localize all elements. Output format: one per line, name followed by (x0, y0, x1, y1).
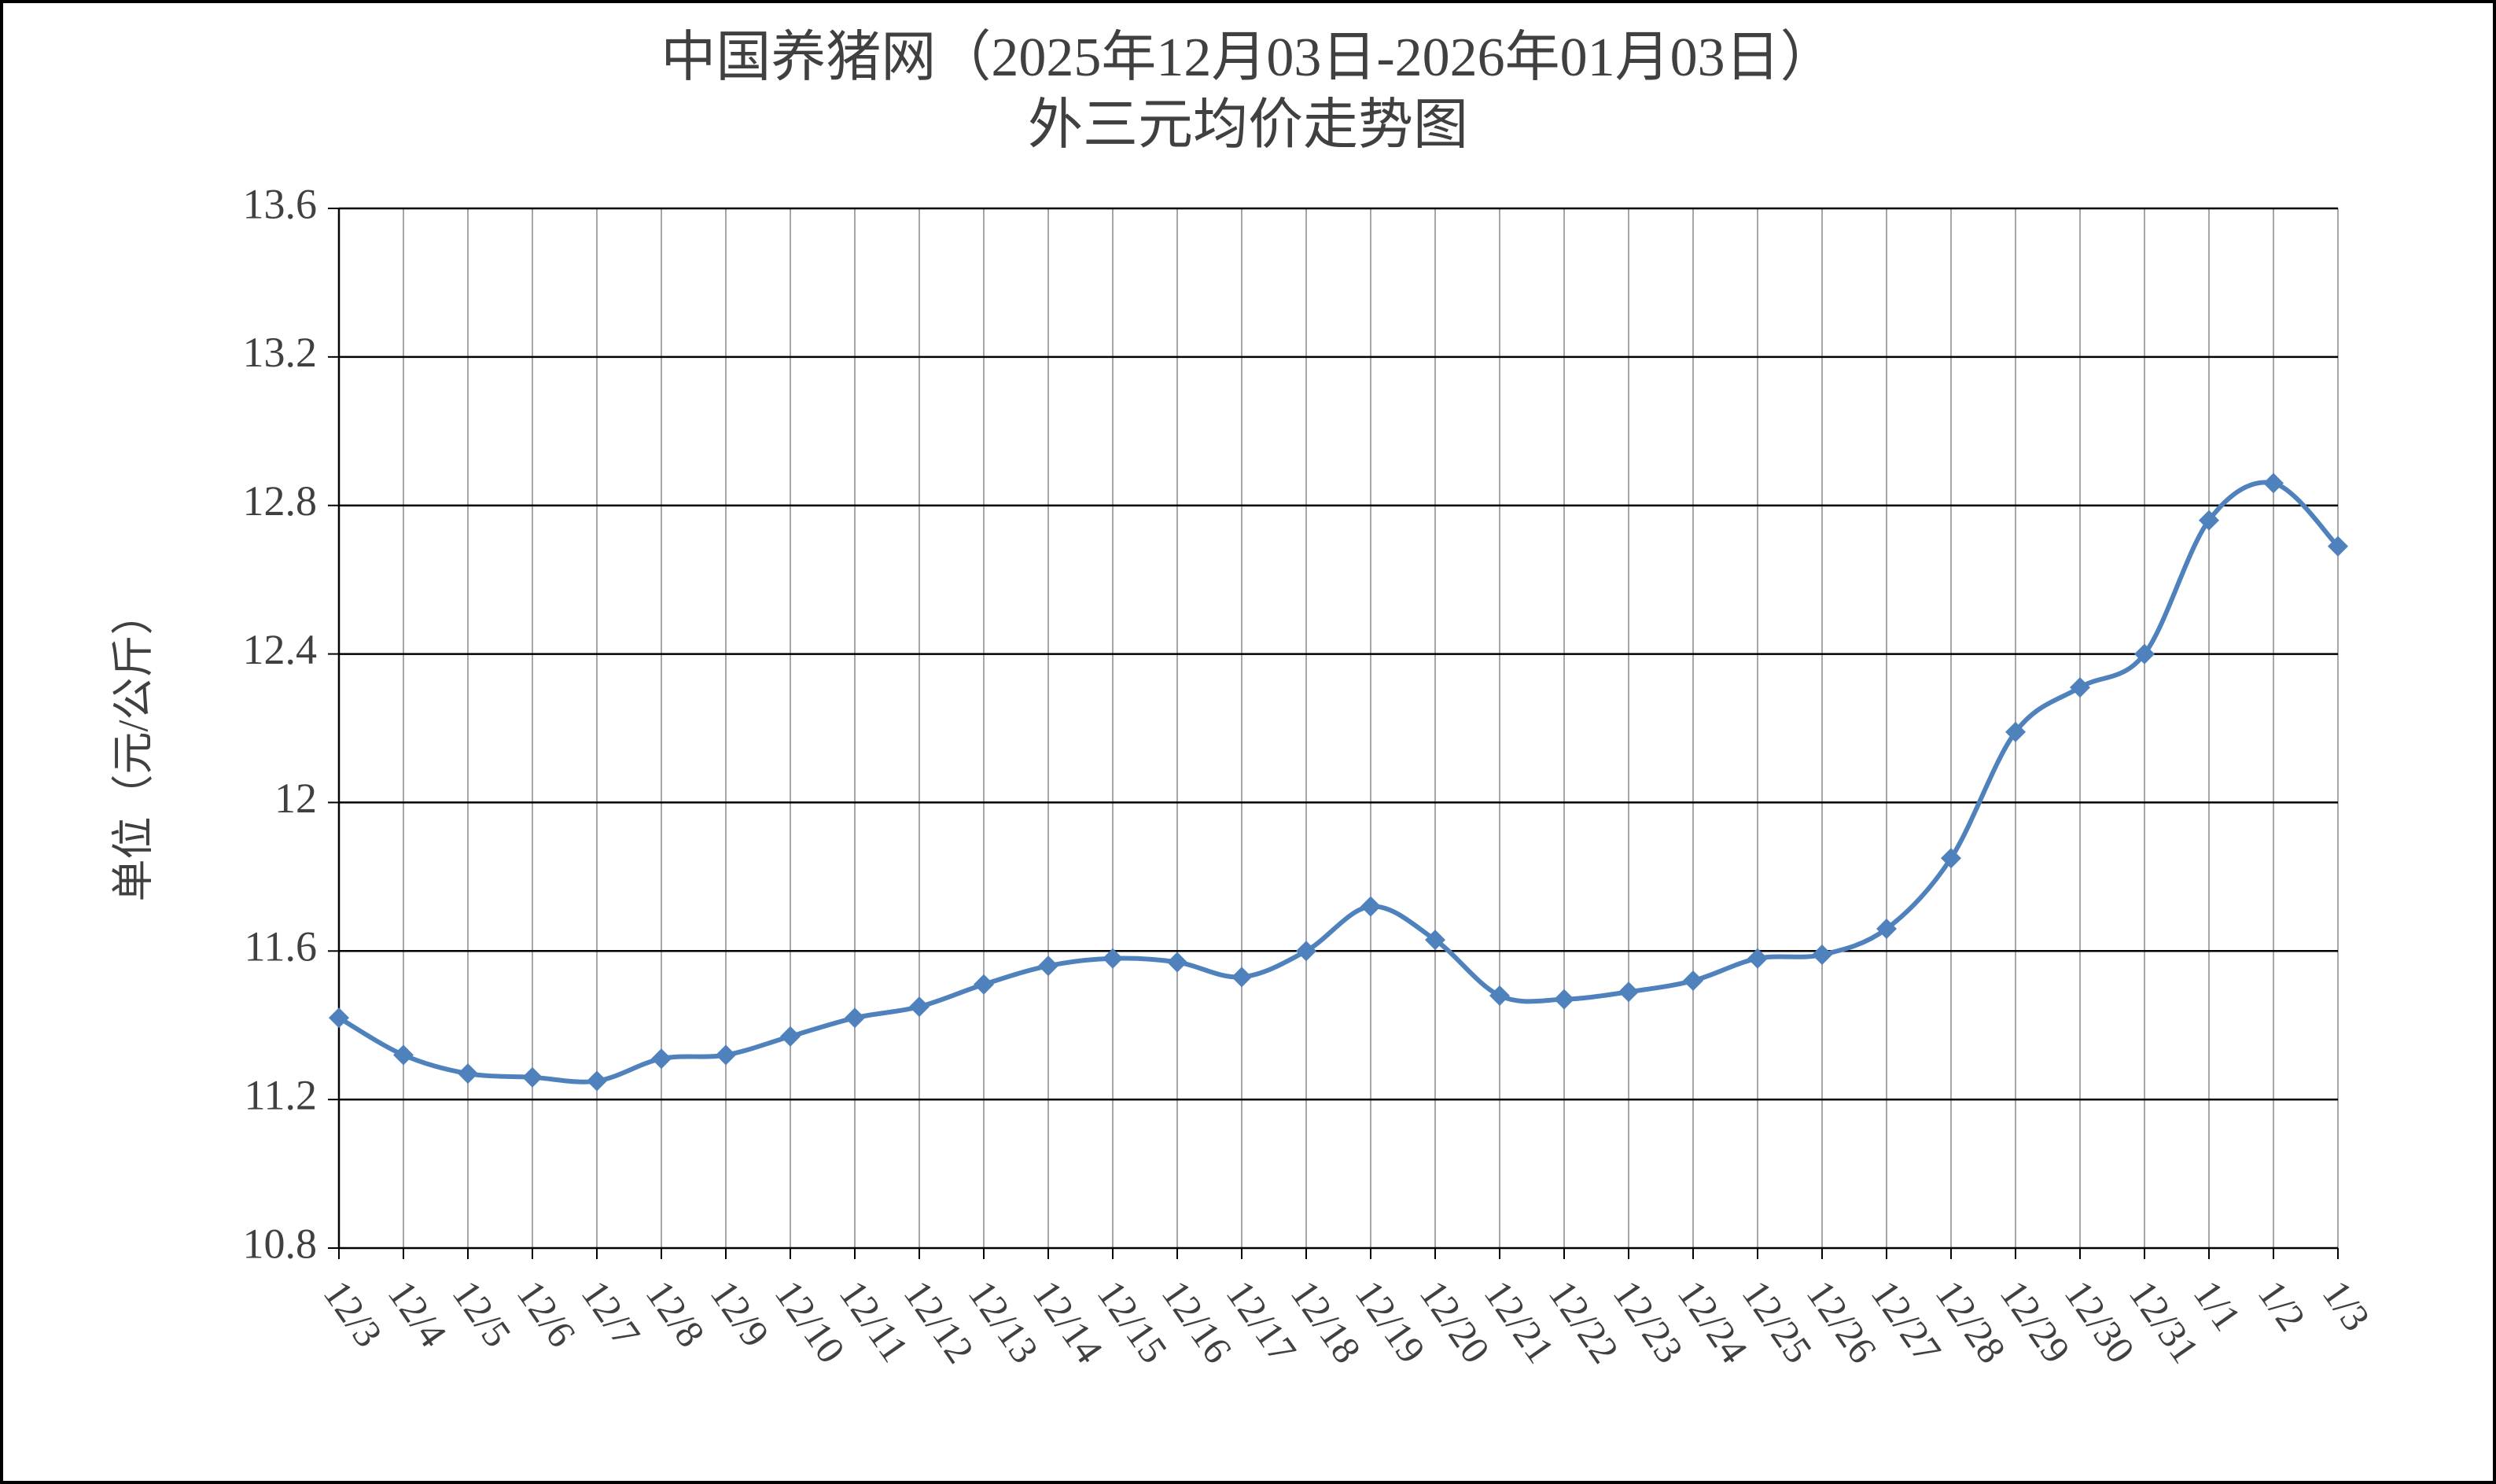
marker (2199, 510, 2219, 531)
marker (393, 1044, 414, 1066)
y-tick-label: 13.2 (243, 329, 318, 376)
marker (587, 1070, 607, 1092)
marker (522, 1066, 543, 1088)
marker (2005, 721, 2026, 742)
marker (1296, 941, 1316, 962)
marker (716, 1044, 736, 1066)
marker (2328, 536, 2348, 557)
y-tick-label: 11.2 (245, 1072, 318, 1119)
marker (1038, 956, 1058, 977)
marker (1941, 848, 1961, 869)
marker (1747, 948, 1768, 969)
y-tick-label: 10.8 (243, 1220, 318, 1267)
marker (1618, 981, 1639, 1003)
y-tick-label: 13.6 (243, 180, 318, 227)
marker (2134, 643, 2155, 665)
y-axis-label: 单位（元/公斤） (109, 592, 156, 901)
marker (1683, 970, 1703, 992)
marker (845, 1007, 865, 1029)
marker (329, 1007, 349, 1029)
marker (1231, 967, 1252, 988)
marker (1876, 918, 1897, 939)
marker (909, 996, 930, 1018)
marker (1103, 948, 1123, 969)
y-tick-label: 12.8 (243, 477, 318, 525)
marker (1167, 952, 1187, 973)
chart-title: 中国养猪网（2025年12月03日-2026年01月03日） (661, 28, 1835, 88)
y-tick-label: 11.6 (245, 923, 318, 970)
marker (1489, 985, 1510, 1006)
marker (974, 974, 994, 995)
marker (1360, 896, 1381, 917)
marker (458, 1063, 478, 1084)
marker (2263, 473, 2284, 494)
y-tick-label: 12.4 (243, 626, 318, 673)
y-tick-label: 12 (274, 775, 317, 822)
marker (780, 1026, 801, 1047)
chart-subtitle: 外三元均价走势图 (1028, 95, 1468, 156)
marker (1554, 989, 1574, 1010)
marker (1425, 930, 1445, 951)
marker (2070, 677, 2090, 698)
marker (1812, 945, 1832, 966)
marker (651, 1048, 672, 1070)
